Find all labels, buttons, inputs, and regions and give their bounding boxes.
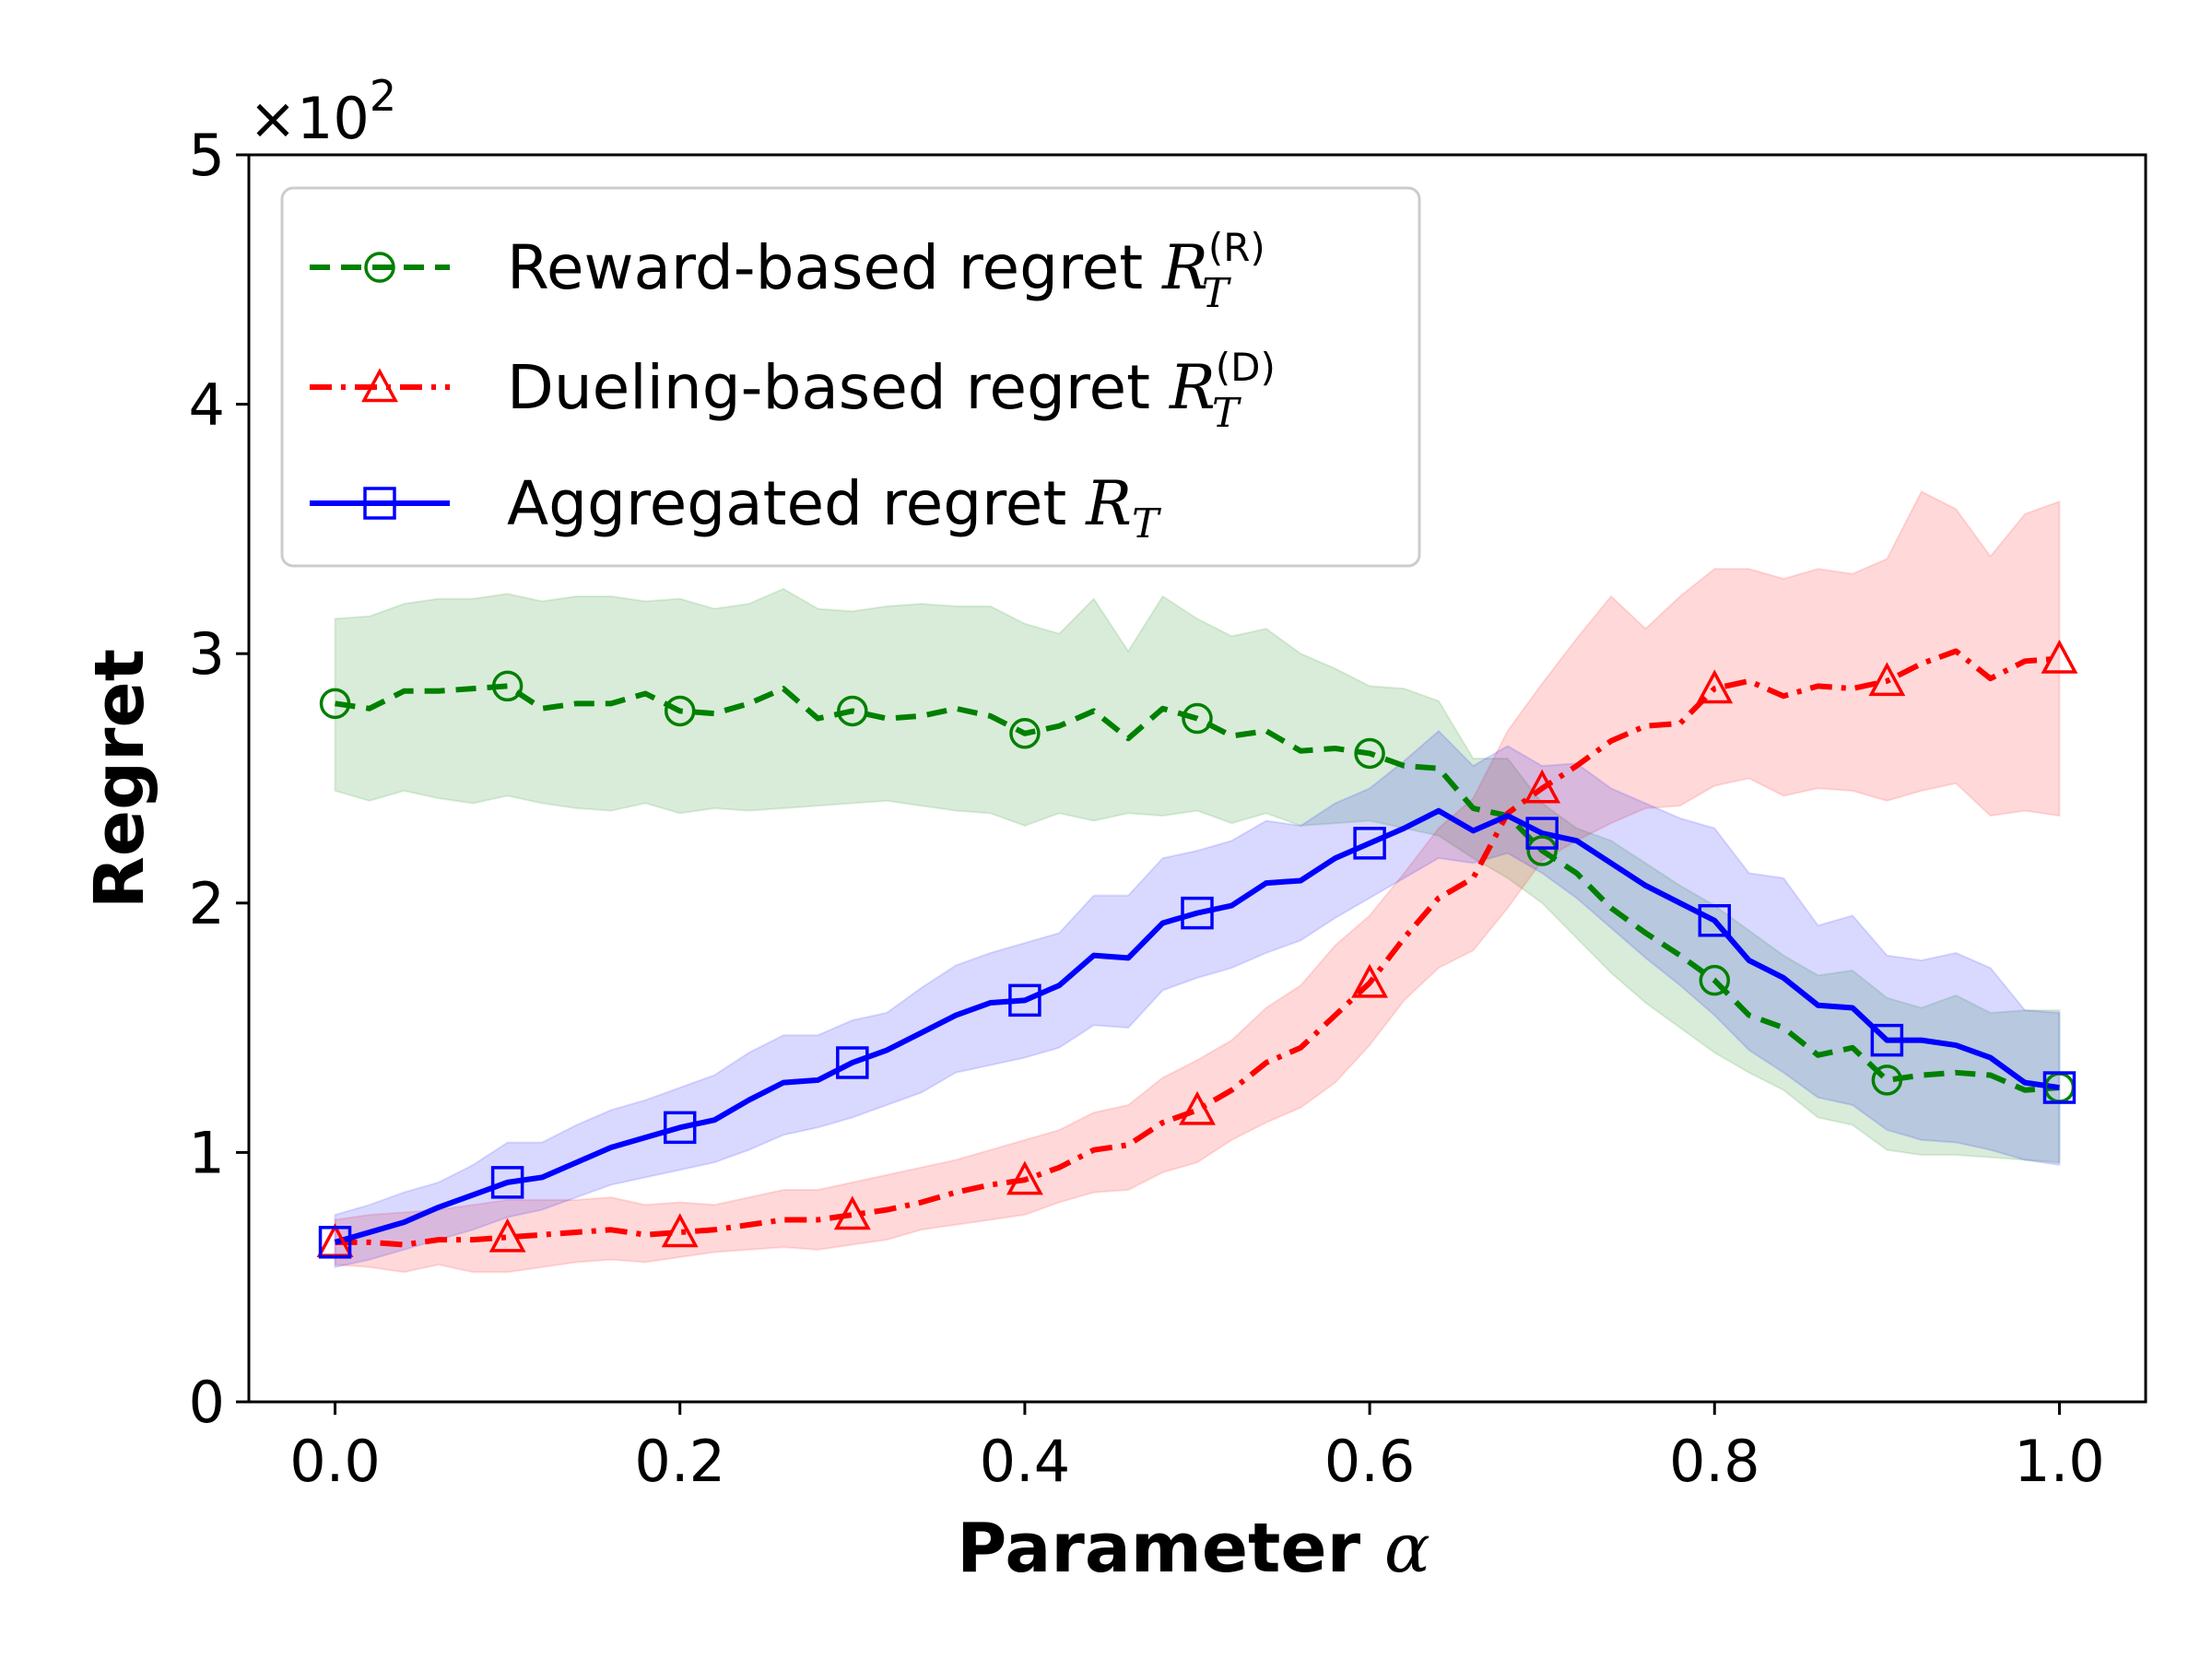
aggregated-regret-line [334,807,2060,1245]
dueling-based-regret-marker [1868,662,1906,697]
reward-based-regret-legend-label: Reward-based regret R(R) T [507,225,1265,317]
x-tick-label: 0.8 [1669,1428,1760,1495]
x-tick-label: 0.4 [980,1428,1071,1495]
x-tick-label: 1.0 [2014,1428,2105,1495]
reward-based-regret-marker [1182,702,1213,735]
reward-based-regret-legend-marker [364,252,395,283]
x-axis-title: Parameter α [957,1509,1430,1588]
y-tick-label: 2 [189,870,225,937]
x-tick-label: 0.0 [289,1428,381,1495]
y-axis-title: Regret [80,649,159,909]
dueling-based-regret-marker [1524,769,1561,804]
dueling-based-regret-band [334,489,2061,1274]
legend-box [280,186,1421,568]
dueling-based-regret-legend-marker [361,368,398,403]
x-axis-ticks: 0.0 0.2 0.4 0.6 0.8 1.0 [289,1402,2105,1495]
aggregated-regret-band [334,729,2061,1269]
y-axis-ticks: 0 1 2 3 4 5 [189,122,249,1436]
y-tick-label: 4 [189,371,225,439]
dueling-based-regret-marker [661,1213,699,1248]
aggregated-regret-marker [1525,817,1559,850]
series-markers [316,639,2078,1259]
dueling-based-regret-marker [1696,669,1734,704]
y-tick-label: 0 [189,1369,225,1436]
dueling-based-regret-marker [488,1218,526,1253]
x-tick-label: 0.6 [1324,1428,1416,1495]
aggregated-regret-marker [1870,1023,1904,1057]
dueling-based-regret-line [335,648,2060,1248]
aggregated-regret-marker [490,1166,524,1199]
series-lines [334,648,2060,1248]
reward-based-regret-marker [664,695,696,727]
reward-based-regret-band [334,587,2061,1164]
reward-based-regret-marker [1871,1065,1903,1096]
dueling-based-regret-marker [1179,1090,1216,1125]
confidence-bands [334,489,2061,1274]
reward-based-regret-line [335,683,2060,1093]
reward-based-regret-marker [1526,835,1558,866]
reward-based-regret-marker [1354,737,1385,770]
reward-based-regret-marker [491,670,524,702]
dueling-based-regret-marker [1006,1160,1043,1195]
aggregated-regret-marker [663,1111,697,1145]
aggregated-regret-marker [836,1046,869,1079]
y-tick-label: 5 [189,122,225,189]
reward-based-regret-marker [1009,718,1041,749]
reward-based-regret-marker [1699,964,1731,996]
dueling-based-regret-legend-label: Dueling-based regret R(D) T [507,345,1276,437]
dueling-based-regret-marker [833,1195,871,1230]
aggregated-regret-legend-label: Aggregated regret RT [507,468,1162,547]
aggregated-regret-legend-marker [363,487,396,520]
aggregated-regret-marker [318,1226,352,1259]
dueling-based-regret-marker [2041,639,2078,674]
plot-frame [247,153,2147,1404]
legend: Reward-based regret R(R) T Dueling-based r… [280,186,1421,568]
x-tick-label: 0.2 [634,1428,725,1495]
y-scale-multiplier: ×102 [249,71,396,152]
y-tick-label: 1 [189,1119,225,1186]
reward-based-regret-marker [837,695,868,727]
reward-based-regret-marker [319,688,351,720]
aggregated-regret-marker [1698,903,1732,937]
aggregated-regret-marker [2042,1071,2077,1104]
aggregated-regret-marker [1008,983,1041,1018]
aggregated-regret-marker [1353,827,1386,860]
aggregated-regret-marker [1181,896,1214,930]
dueling-based-regret-marker [1351,963,1389,998]
y-tick-label: 3 [189,620,225,688]
